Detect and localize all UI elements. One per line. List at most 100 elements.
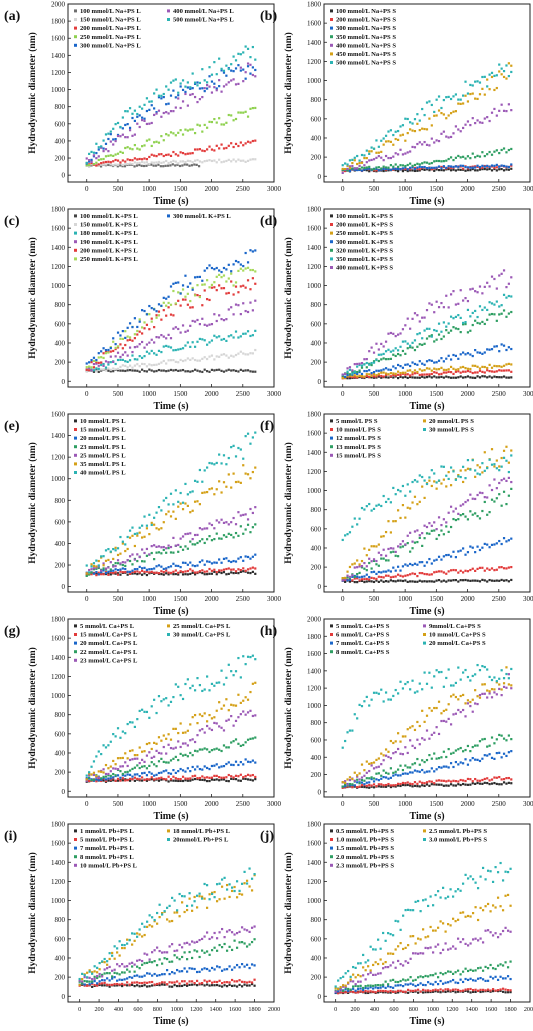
legend-marker xyxy=(330,624,333,628)
data-point xyxy=(254,106,257,110)
data-point xyxy=(425,482,429,486)
y-tick-label: 1000 xyxy=(51,897,66,905)
data-point xyxy=(471,167,474,171)
data-point xyxy=(392,566,395,569)
data-point xyxy=(141,107,144,110)
data-point xyxy=(423,376,426,379)
data-point xyxy=(131,159,134,162)
legend-label: 18 mmol/L Pb+PS L xyxy=(173,828,231,835)
data-point xyxy=(109,368,112,371)
data-point xyxy=(191,72,194,75)
data-point xyxy=(116,345,120,348)
data-point xyxy=(177,91,180,94)
data-point xyxy=(406,363,409,366)
data-point xyxy=(433,367,436,370)
data-point xyxy=(389,357,392,360)
data-point xyxy=(181,151,185,155)
data-point xyxy=(440,465,443,468)
data-point xyxy=(399,774,402,777)
data-point xyxy=(81,977,84,981)
data-point xyxy=(433,160,436,163)
data-point xyxy=(493,676,496,679)
data-point xyxy=(239,263,242,266)
data-point xyxy=(167,503,170,506)
data-point xyxy=(437,479,441,482)
data-point xyxy=(177,162,180,165)
data-point xyxy=(397,333,400,336)
data-point xyxy=(98,982,101,985)
data-point xyxy=(215,121,218,124)
data-point xyxy=(121,946,124,950)
data-point xyxy=(430,733,433,736)
data-point xyxy=(416,345,419,348)
data-point xyxy=(131,325,134,329)
data-point xyxy=(382,759,385,762)
y-tick-label: 800 xyxy=(311,506,322,514)
data-point xyxy=(498,566,501,569)
data-point xyxy=(208,937,211,941)
data-point xyxy=(500,783,503,786)
data-point xyxy=(201,283,204,286)
data-point xyxy=(225,280,228,283)
data-point xyxy=(128,773,132,776)
data-point xyxy=(442,465,445,468)
data-point xyxy=(166,957,169,961)
data-point xyxy=(223,981,226,984)
data-point xyxy=(382,494,385,498)
data-point xyxy=(237,656,240,660)
panel-label: (b) xyxy=(260,9,277,24)
data-point xyxy=(493,478,496,481)
data-point xyxy=(220,749,223,753)
data-point xyxy=(242,699,245,702)
y-axis-label: Hydrodynamic diameter (nm) xyxy=(283,852,294,974)
panel-label: (d) xyxy=(260,214,277,229)
data-point xyxy=(234,83,238,86)
data-point xyxy=(153,918,156,922)
data-point xyxy=(474,376,477,379)
data-point xyxy=(189,93,192,96)
data-point xyxy=(457,154,460,158)
data-point xyxy=(121,159,124,162)
data-point xyxy=(368,152,371,155)
plot-frame xyxy=(323,618,531,798)
data-point xyxy=(121,982,124,986)
data-point xyxy=(471,287,474,290)
data-point xyxy=(138,318,141,321)
data-point xyxy=(428,335,431,338)
data-point xyxy=(401,328,405,331)
data-point xyxy=(148,960,151,963)
data-point xyxy=(210,717,214,720)
data-point xyxy=(83,974,86,977)
data-point xyxy=(181,697,185,701)
data-point xyxy=(234,59,238,62)
data-point xyxy=(495,319,498,322)
data-point xyxy=(348,374,352,377)
data-point xyxy=(196,533,199,537)
data-point xyxy=(100,350,103,353)
data-point xyxy=(103,961,106,964)
data-point xyxy=(171,163,174,166)
data-point xyxy=(136,935,139,938)
x-tick-label: 800 xyxy=(153,1006,162,1013)
data-point xyxy=(90,158,93,161)
data-point xyxy=(95,162,98,166)
data-point xyxy=(116,331,120,334)
data-point xyxy=(447,331,450,334)
data-point xyxy=(490,488,494,492)
data-point xyxy=(133,754,136,757)
data-point xyxy=(102,567,105,570)
data-point xyxy=(421,737,424,740)
data-point xyxy=(401,783,405,787)
data-point xyxy=(113,968,116,971)
data-point xyxy=(160,115,163,118)
data-point xyxy=(206,776,209,779)
data-point xyxy=(466,299,470,303)
data-point xyxy=(365,149,368,152)
data-point xyxy=(206,87,209,90)
data-point xyxy=(189,687,192,690)
data-point xyxy=(126,339,129,342)
legend-marker xyxy=(330,453,333,457)
data-point xyxy=(220,726,223,729)
data-point xyxy=(153,141,156,144)
legend-label: 200 mmol/L Na+PS L xyxy=(80,25,141,32)
